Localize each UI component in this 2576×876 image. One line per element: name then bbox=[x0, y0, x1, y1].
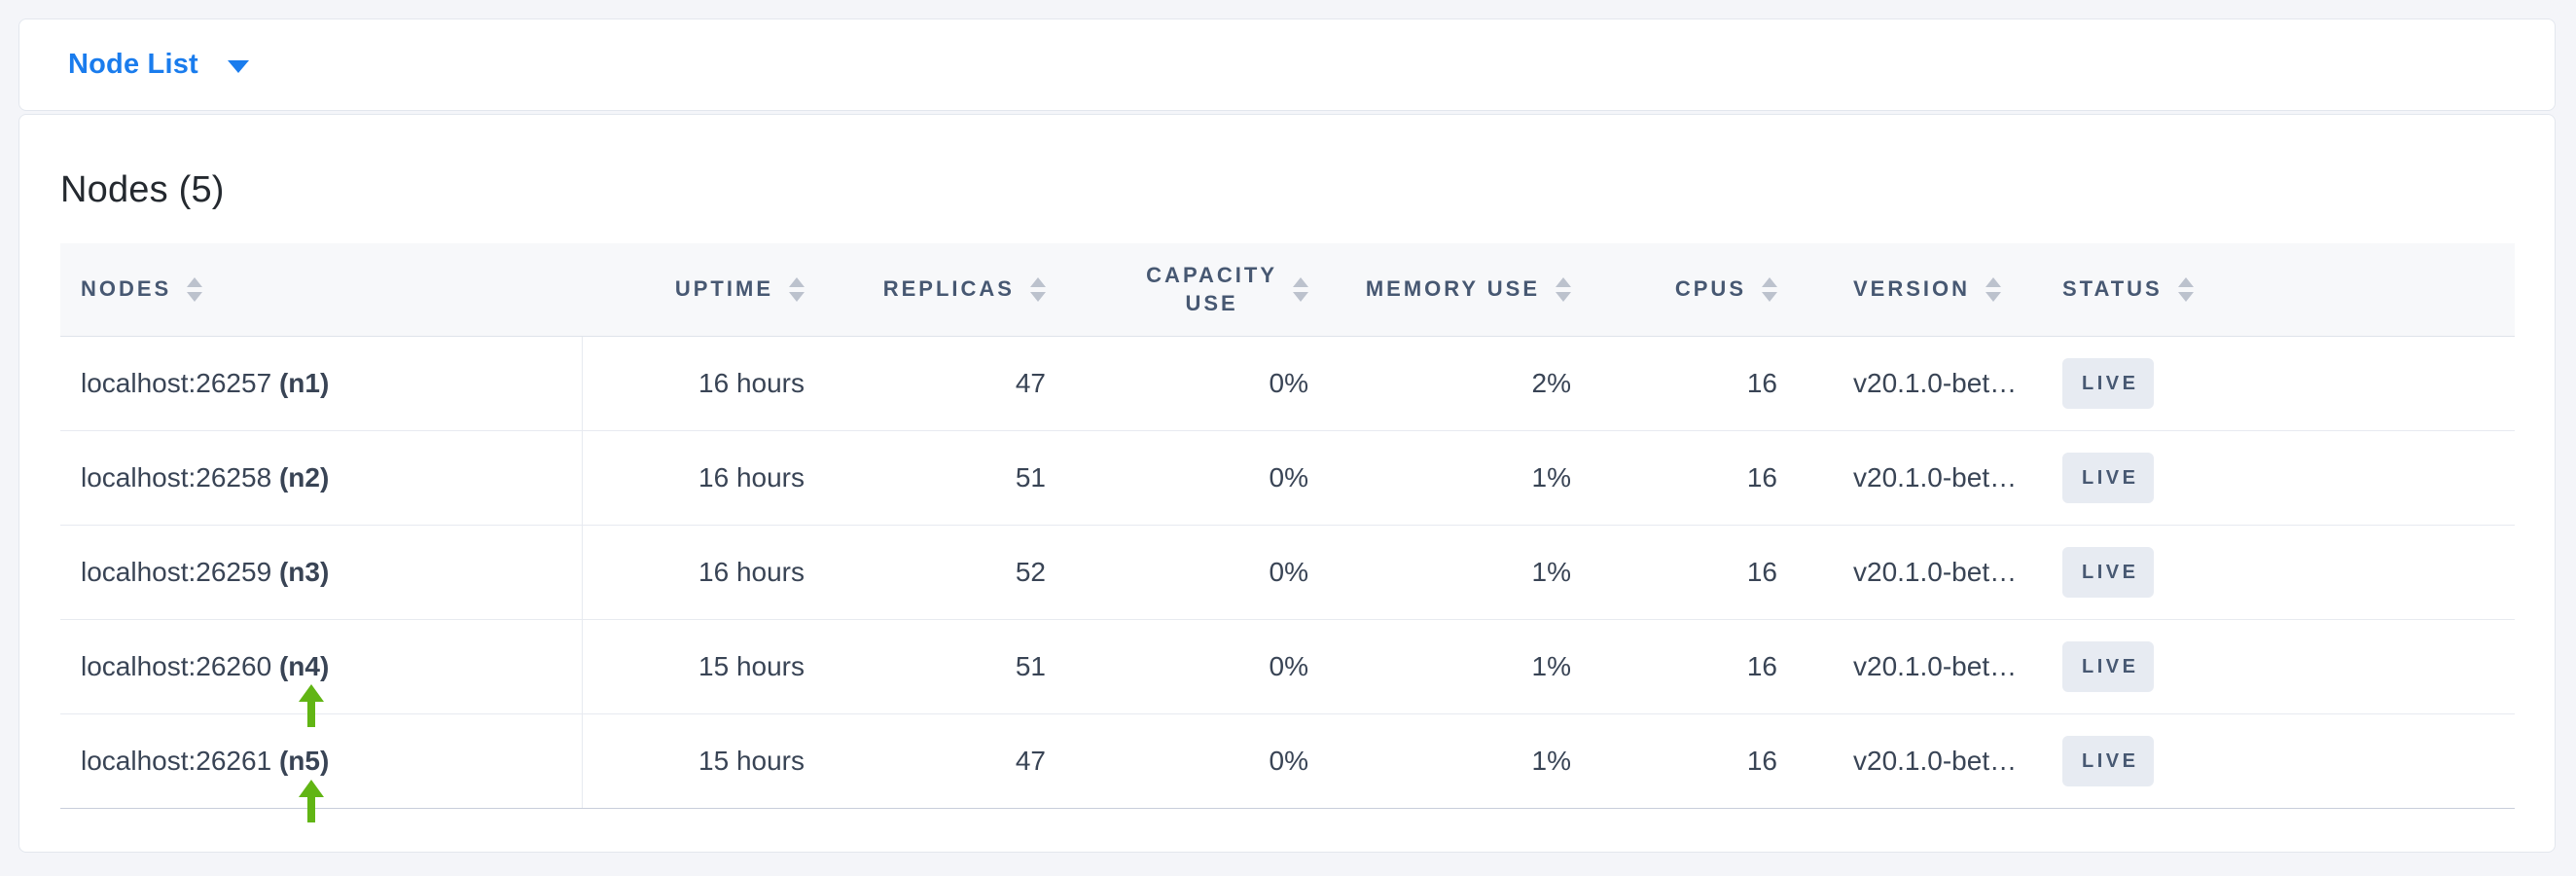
sort-icon bbox=[187, 276, 203, 302]
replicas-cell: 51 bbox=[818, 619, 1059, 714]
version-cell: v20.1.0-bet… bbox=[1791, 430, 2035, 526]
status-badge: LIVE bbox=[2062, 735, 2155, 786]
capacity-use-cell: 0% bbox=[1059, 430, 1322, 526]
node-address: localhost:26258 bbox=[81, 461, 272, 493]
status-badge: LIVE bbox=[2062, 640, 2155, 692]
uptime-cell: 16 hours bbox=[582, 430, 818, 526]
memory-use-cell: 1% bbox=[1322, 430, 1585, 526]
node-id: (n1) bbox=[278, 367, 330, 398]
page-title: Nodes (5) bbox=[60, 169, 225, 210]
table-row-n3[interactable]: localhost:26259 (n3) 16 hours 52 0% 1% 1… bbox=[60, 525, 2515, 620]
capacity-use-cell: 0% bbox=[1059, 619, 1322, 714]
replicas-cell: 51 bbox=[818, 430, 1059, 526]
column-header-nodes[interactable]: NODES bbox=[60, 243, 582, 337]
version-cell: v20.1.0-bet… bbox=[1791, 619, 2035, 714]
status-badge: LIVE bbox=[2062, 546, 2155, 598]
replicas-cell: 47 bbox=[818, 336, 1059, 431]
top-bar: Node List bbox=[18, 18, 2556, 111]
version-cell: v20.1.0-bet… bbox=[1791, 525, 2035, 620]
capacity-use-cell: 0% bbox=[1059, 713, 1322, 809]
table-row-n2[interactable]: localhost:26258 (n2) 16 hours 51 0% 1% 1… bbox=[60, 430, 2515, 526]
column-header-status[interactable]: STATUS bbox=[2035, 243, 2515, 337]
cpus-cell: 16 bbox=[1585, 713, 1791, 809]
node-address: localhost:26260 bbox=[81, 650, 272, 681]
replicas-cell: 47 bbox=[818, 713, 1059, 809]
node-address: localhost:26261 bbox=[81, 745, 272, 776]
node-id: (n4) bbox=[278, 650, 330, 681]
cpus-cell: 16 bbox=[1585, 430, 1791, 526]
nodes-table: NODES UPTIME REPLICAS CAPACITY USE MEMOR… bbox=[60, 243, 2515, 809]
table-header-row: NODES UPTIME REPLICAS CAPACITY USE MEMOR… bbox=[60, 243, 2515, 337]
column-header-cpus[interactable]: CPUS bbox=[1585, 243, 1791, 337]
status-badge: LIVE bbox=[2062, 357, 2155, 409]
node-id: (n5) bbox=[278, 745, 330, 776]
caret-down-icon bbox=[227, 59, 249, 73]
replicas-cell: 52 bbox=[818, 525, 1059, 620]
uptime-cell: 15 hours bbox=[582, 619, 818, 714]
cpus-cell: 16 bbox=[1585, 619, 1791, 714]
column-header-uptime[interactable]: UPTIME bbox=[582, 243, 818, 337]
sort-icon bbox=[1030, 276, 1046, 302]
sort-icon bbox=[1293, 276, 1308, 302]
green-arrow-up-icon bbox=[299, 684, 324, 727]
green-arrow-up-icon bbox=[299, 780, 324, 822]
node-list-dropdown[interactable]: Node List bbox=[68, 49, 249, 81]
sort-icon bbox=[1762, 276, 1777, 302]
column-header-memory-use[interactable]: MEMORY USE bbox=[1322, 243, 1585, 337]
status-badge: LIVE bbox=[2062, 452, 2155, 503]
table-row-n4[interactable]: localhost:26260 (n4) 15 hours 51 0% 1% 1… bbox=[60, 619, 2515, 714]
uptime-cell: 16 hours bbox=[582, 336, 818, 431]
node-list-dropdown-label: Node List bbox=[68, 49, 198, 80]
capacity-use-cell: 0% bbox=[1059, 336, 1322, 431]
node-id: (n2) bbox=[278, 461, 330, 493]
nodes-panel: Nodes (5) NODES UPTIME REPLICAS CAPACITY… bbox=[18, 114, 2556, 853]
table-row-n1[interactable]: localhost:26257 (n1) 16 hours 47 0% 2% 1… bbox=[60, 336, 2515, 431]
cpus-cell: 16 bbox=[1585, 525, 1791, 620]
node-id: (n3) bbox=[278, 556, 330, 587]
node-address: localhost:26259 bbox=[81, 556, 272, 587]
memory-use-cell: 1% bbox=[1322, 713, 1585, 809]
uptime-cell: 16 hours bbox=[582, 525, 818, 620]
memory-use-cell: 1% bbox=[1322, 525, 1585, 620]
table-row-n5[interactable]: localhost:26261 (n5) 15 hours 47 0% 1% 1… bbox=[60, 713, 2515, 809]
node-address: localhost:26257 bbox=[81, 367, 272, 398]
column-header-capacity-use[interactable]: CAPACITY USE bbox=[1059, 243, 1322, 337]
sort-icon bbox=[789, 276, 805, 302]
memory-use-cell: 1% bbox=[1322, 619, 1585, 714]
column-header-replicas[interactable]: REPLICAS bbox=[818, 243, 1059, 337]
memory-use-cell: 2% bbox=[1322, 336, 1585, 431]
column-header-version[interactable]: VERSION bbox=[1791, 243, 2035, 337]
sort-icon bbox=[2177, 276, 2194, 302]
cpus-cell: 16 bbox=[1585, 336, 1791, 431]
version-cell: v20.1.0-bet… bbox=[1791, 713, 2035, 809]
uptime-cell: 15 hours bbox=[582, 713, 818, 809]
sort-icon bbox=[1986, 276, 2002, 302]
sort-icon bbox=[1556, 276, 1571, 302]
capacity-use-cell: 0% bbox=[1059, 525, 1322, 620]
version-cell: v20.1.0-bet… bbox=[1791, 336, 2035, 431]
